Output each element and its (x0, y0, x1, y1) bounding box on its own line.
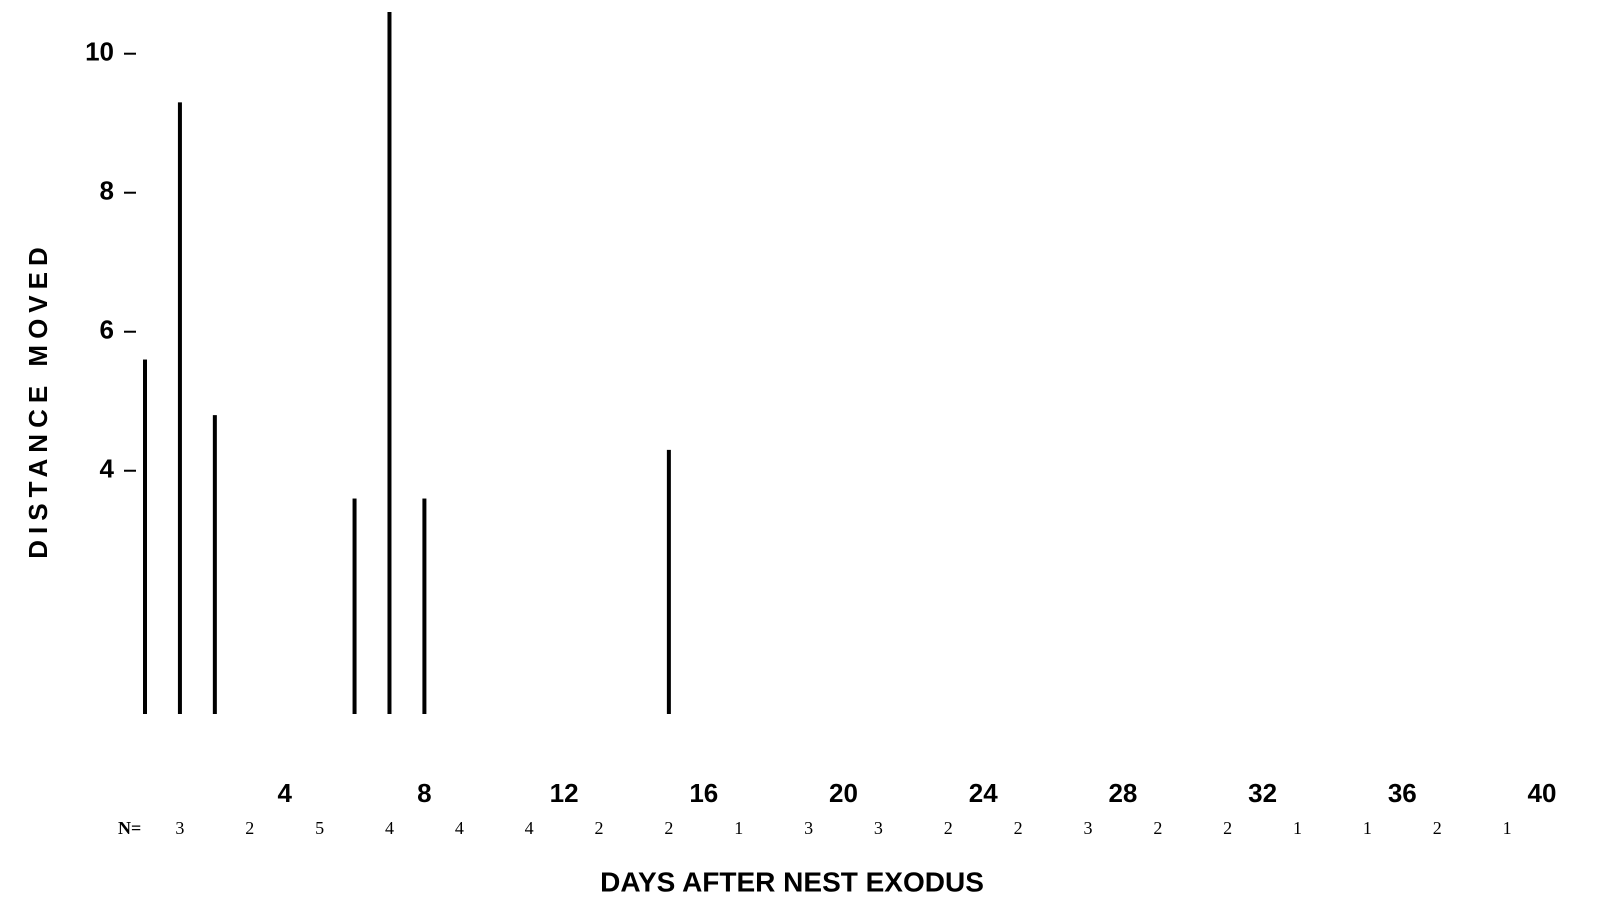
bar (352, 498, 357, 714)
x-tick-label: 32 (1248, 778, 1277, 808)
x-tick-label: 8 (417, 778, 431, 808)
n-value: 2 (245, 818, 254, 838)
bar (387, 12, 392, 714)
n-value: 2 (1433, 818, 1442, 838)
x-tick-label: 24 (969, 778, 998, 808)
bar (177, 102, 182, 714)
x-tick-label: 36 (1388, 778, 1417, 808)
n-value: 4 (455, 818, 464, 838)
n-value: 4 (525, 818, 534, 838)
bar (212, 415, 217, 714)
n-value: 3 (1083, 818, 1092, 838)
x-tick-label: 20 (829, 778, 858, 808)
n-value: 1 (1293, 818, 1302, 838)
bar (422, 498, 427, 714)
x-tick-label: 12 (550, 778, 579, 808)
n-value: 2 (1014, 818, 1023, 838)
n-value: 2 (595, 818, 604, 838)
bar (143, 359, 147, 714)
x-tick-label: 16 (689, 778, 718, 808)
n-value: 1 (1503, 818, 1512, 838)
n-value: 3 (804, 818, 813, 838)
n-value: 2 (1223, 818, 1232, 838)
n-label: N= (118, 818, 141, 838)
y-tick-label: 8 (100, 176, 114, 206)
n-value: 3 (175, 818, 184, 838)
bar (666, 449, 671, 714)
y-axis-label: DISTANCE MOVED (23, 241, 53, 559)
y-tick-label: 6 (100, 315, 114, 345)
n-value: 2 (664, 818, 673, 838)
n-value: 1 (734, 818, 743, 838)
n-value: 1 (1363, 818, 1372, 838)
x-tick-label: 40 (1528, 778, 1557, 808)
x-tick-label: 28 (1108, 778, 1137, 808)
n-value: 5 (315, 818, 324, 838)
n-value: 4 (385, 818, 394, 838)
n-value: 2 (944, 818, 953, 838)
x-axis-label: DAYS AFTER NEST EXODUS (600, 866, 984, 897)
n-value: 3 (874, 818, 883, 838)
y-tick-label: 10 (85, 37, 114, 67)
x-tick-label: 4 (277, 778, 292, 808)
y-tick-label: 4 (100, 454, 115, 484)
n-value: 2 (1153, 818, 1162, 838)
